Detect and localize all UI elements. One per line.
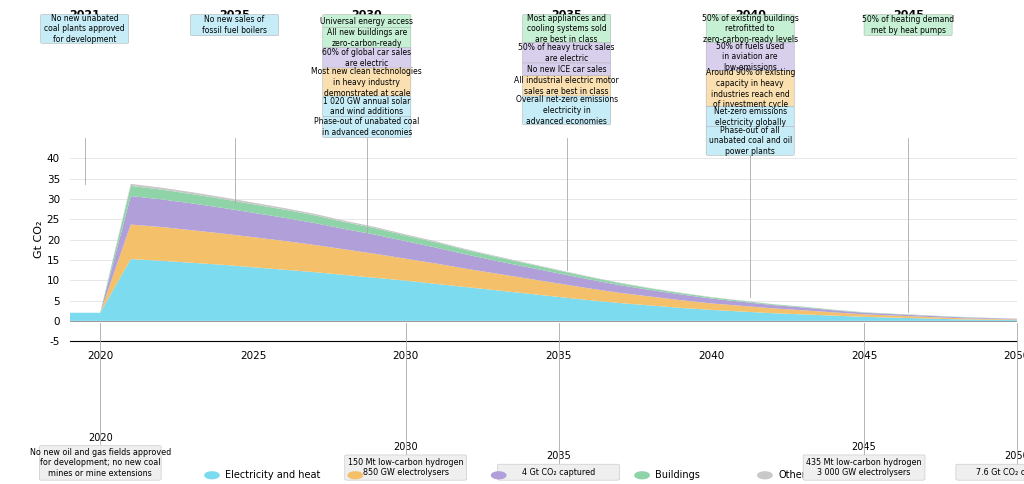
Text: 2050: 2050 [1005,451,1024,461]
Text: 2020: 2020 [88,433,113,443]
Text: 7.6 Gt CO₂ captured: 7.6 Gt CO₂ captured [977,468,1024,477]
Text: No new ICE car sales: No new ICE car sales [527,65,606,74]
Text: 2030: 2030 [393,442,418,452]
Text: 50% of existing buildings
retrofitted to
zero-carbon-ready levels: 50% of existing buildings retrofitted to… [701,14,799,44]
Text: Net-zero emissions
electricity globally: Net-zero emissions electricity globally [714,107,786,127]
Text: 150 Mt low-carbon hydrogen
850 GW electrolysers: 150 Mt low-carbon hydrogen 850 GW electr… [348,458,464,477]
Text: 2045: 2045 [852,442,877,452]
Text: Phase-out of all
unabated coal and oil
power plants: Phase-out of all unabated coal and oil p… [709,126,792,156]
Text: Buildings: Buildings [655,470,700,480]
Text: Phase-out of unabated coal
in advanced economies: Phase-out of unabated coal in advanced e… [314,117,420,137]
Text: Industry: Industry [369,470,409,480]
Text: 2045: 2045 [893,10,924,20]
Text: 1 020 GW annual solar
and wind additions: 1 020 GW annual solar and wind additions [324,97,411,117]
Text: 2025: 2025 [219,10,250,20]
Text: Electricity and heat: Electricity and heat [225,470,321,480]
Text: 60% of global car sales
are electric: 60% of global car sales are electric [323,48,412,68]
Text: 435 Mt low-carbon hydrogen
3 000 GW electrolysers: 435 Mt low-carbon hydrogen 3 000 GW elec… [806,458,922,477]
Text: Overall net-zero emissions
electricity in
advanced economies: Overall net-zero emissions electricity i… [516,95,617,126]
Text: Other: Other [778,470,806,480]
Text: Transport: Transport [512,470,558,480]
Text: 50% of heavy truck sales
are electric: 50% of heavy truck sales are electric [518,43,615,63]
Text: Universal energy access: Universal energy access [321,17,414,26]
Text: 2021: 2021 [70,10,100,20]
Text: Around 90% of existing
capacity in heavy
industries reach end
of investment cycl: Around 90% of existing capacity in heavy… [706,68,795,109]
Text: 2035: 2035 [546,451,571,461]
Text: No new oil and gas fields approved
for development; no new coal
mines or mine ex: No new oil and gas fields approved for d… [30,448,171,478]
Text: Most new clean technologies
in heavy industry
demonstrated at scale: Most new clean technologies in heavy ind… [311,67,422,98]
Text: Most appliances and
cooling systems sold
are best in class: Most appliances and cooling systems sold… [526,14,606,44]
Text: 4 Gt CO₂ captured: 4 Gt CO₂ captured [522,468,595,477]
Text: 50% of fuels used
in aviation are
low-emissions: 50% of fuels used in aviation are low-em… [716,42,784,72]
Text: No new sales of
fossil fuel boilers: No new sales of fossil fuel boilers [202,15,267,35]
Text: All new buildings are
zero-carbon-ready: All new buildings are zero-carbon-ready [327,28,407,48]
Y-axis label: Gt CO₂: Gt CO₂ [34,221,44,258]
Text: 2040: 2040 [735,10,766,20]
Text: 2035: 2035 [551,10,582,20]
Text: No new unabated
coal plants approved
for development: No new unabated coal plants approved for… [44,14,125,44]
Text: 50% of heating demand
met by heat pumps: 50% of heating demand met by heat pumps [862,15,954,35]
Text: All industrial electric motor
sales are best in class: All industrial electric motor sales are … [514,76,620,96]
Text: 2030: 2030 [351,10,382,20]
